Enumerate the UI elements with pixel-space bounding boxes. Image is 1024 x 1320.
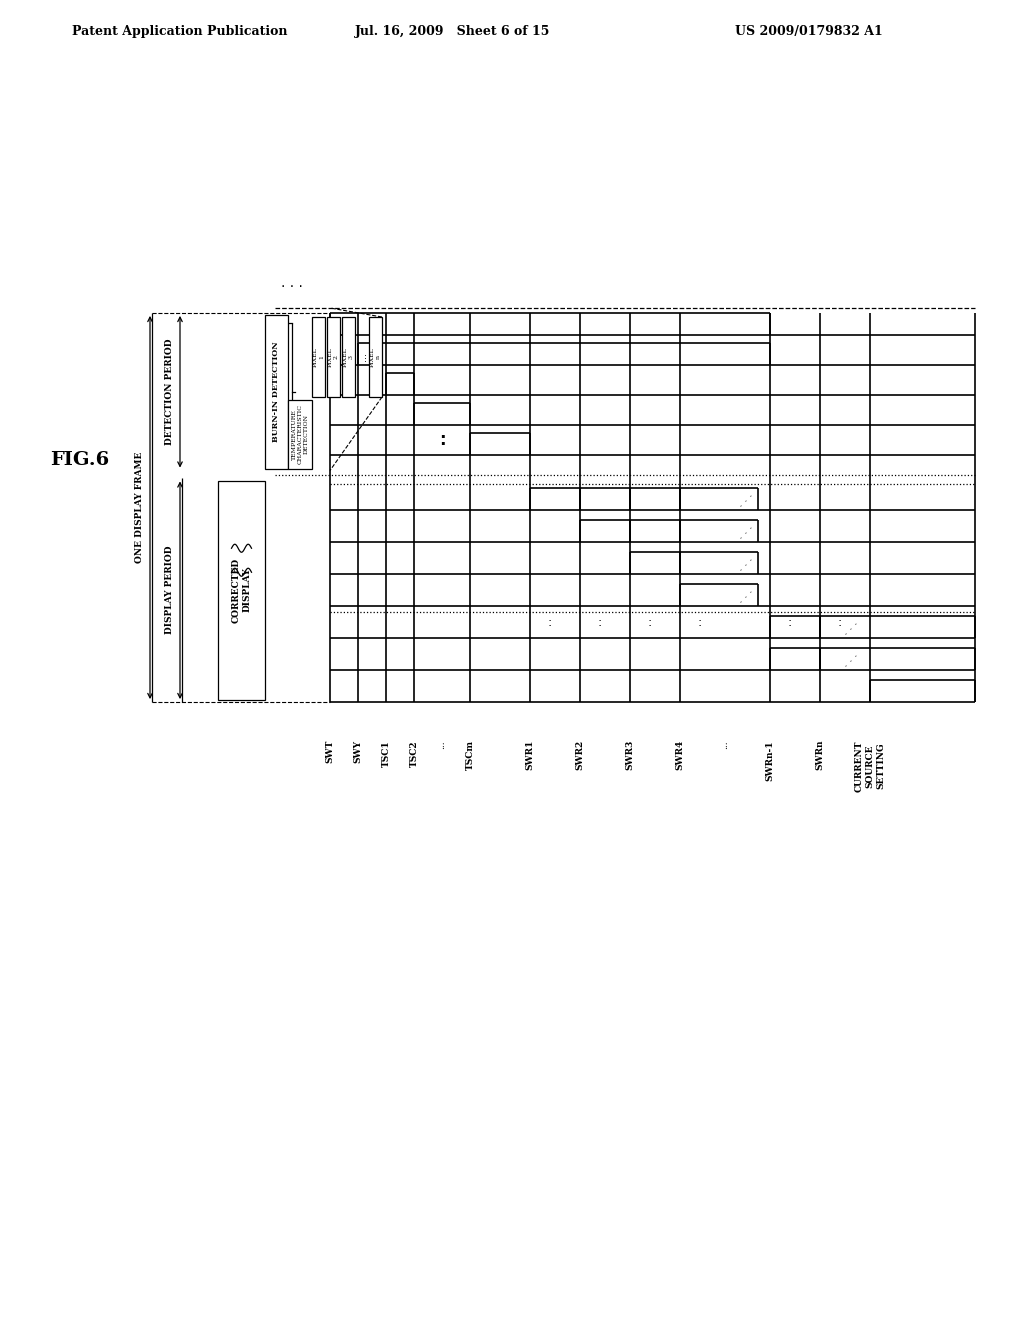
Text: TSC2: TSC2 [410,741,419,767]
Text: :: : [598,615,602,628]
Text: PIXEL
2: PIXEL 2 [328,347,339,367]
Text: :: : [438,432,445,449]
Text: US 2009/0179832 A1: US 2009/0179832 A1 [735,25,883,38]
Text: ...: ... [358,352,368,362]
Text: SWR3: SWR3 [626,741,635,771]
Text: CURRENT
SOURCE
SETTING: CURRENT SOURCE SETTING [855,741,885,792]
Text: PIXEL
1: PIXEL 1 [313,347,324,367]
Text: . . .: . . . [841,618,860,636]
Text: TEMPERATURE
CHARACTERISTIC
DETECTION: TEMPERATURE CHARACTERISTIC DETECTION [292,404,308,465]
Text: :: : [698,615,702,628]
Text: PIXEL
n: PIXEL n [370,347,381,367]
Text: ...: ... [721,741,729,748]
Text: Jul. 16, 2009   Sheet 6 of 15: Jul. 16, 2009 Sheet 6 of 15 [355,25,550,38]
Text: . . .: . . . [735,490,755,508]
Bar [327,317,340,397]
Text: SWT: SWT [326,741,335,763]
Text: FIG.6: FIG.6 [50,451,110,469]
Text: . . .: . . . [735,553,755,573]
Text: DETECTION PERIOD: DETECTION PERIOD [165,338,174,445]
Text: . . .: . . . [735,521,755,541]
Bar [369,317,382,397]
Text: SWR4: SWR4 [676,741,684,771]
Text: . . .: . . . [281,276,303,290]
Bar [312,317,325,397]
Text: . . .: . . . [735,585,755,605]
Text: TSCm: TSCm [466,741,474,770]
Text: CORRECTED
DISPLAY: CORRECTED DISPLAY [231,557,251,623]
Text: SWR2: SWR2 [575,741,585,771]
Text: TSC1: TSC1 [382,741,390,767]
Text: ONE DISPLAY FRAME: ONE DISPLAY FRAME [135,451,144,564]
Text: :: : [648,615,652,628]
Bar [218,480,265,700]
Text: PIXEL
3: PIXEL 3 [343,347,354,367]
Bar [288,400,312,469]
Text: SWRn-1: SWRn-1 [766,741,774,780]
Text: SWY: SWY [353,741,362,763]
Text: :: : [838,615,842,628]
Text: SWR1: SWR1 [525,741,535,771]
Text: ...: ... [437,741,446,748]
Text: SWRn: SWRn [815,741,824,771]
Text: BURN-IN DETECTION: BURN-IN DETECTION [272,342,281,442]
Bar [342,317,355,397]
Text: Patent Application Publication: Patent Application Publication [72,25,288,38]
Bar [265,315,288,469]
Text: :: : [548,615,552,628]
Text: . . .: . . . [841,649,860,669]
Text: :: : [787,615,793,628]
Text: DISPLAY PERIOD: DISPLAY PERIOD [165,546,174,635]
